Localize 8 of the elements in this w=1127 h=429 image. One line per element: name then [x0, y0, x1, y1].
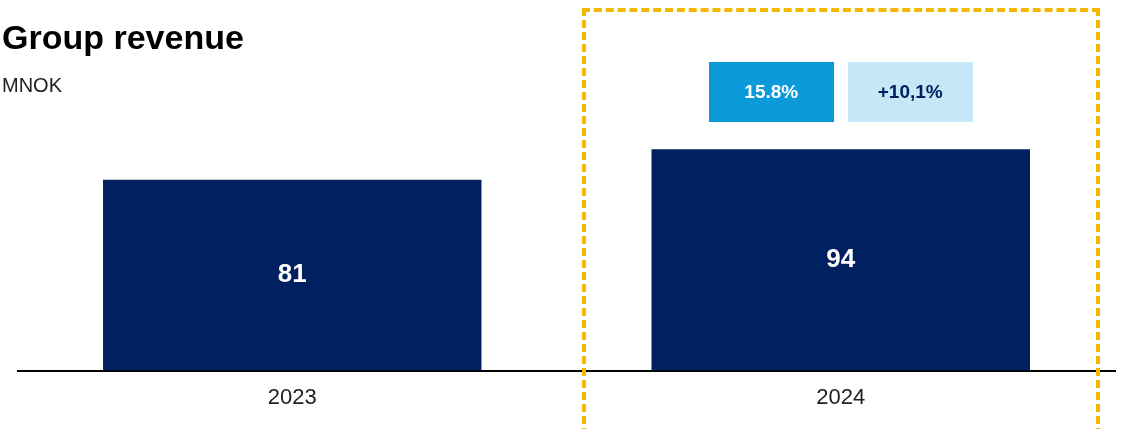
x-tick-label: 2024: [816, 383, 866, 409]
chart-title: Group revenue: [2, 18, 244, 57]
data-label: 81: [277, 258, 307, 289]
label-box: +10,1%: [847, 62, 973, 122]
data-label: 94: [826, 243, 856, 274]
chart-subtitle: MNOK: [2, 74, 62, 97]
x-tick-label: 2023: [267, 383, 317, 409]
label-box: 15.8%: [708, 62, 834, 122]
